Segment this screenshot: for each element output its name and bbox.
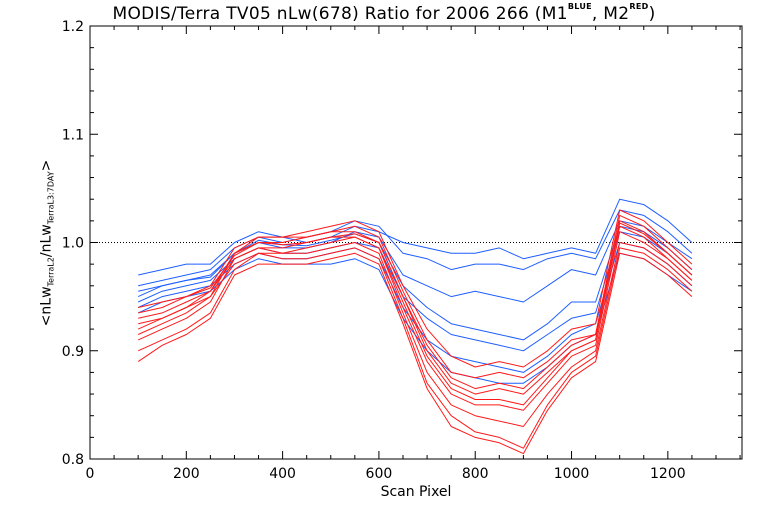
y-tick-label: 0.8	[62, 452, 84, 468]
title-mid: , M2	[591, 4, 630, 24]
title-m1-annotation: BLUE	[567, 2, 592, 11]
series-line-16	[138, 222, 693, 390]
series-line-9	[137, 231, 693, 411]
x-tick-label: 600	[366, 466, 393, 482]
series-line-14	[137, 252, 693, 455]
series-line-15	[138, 225, 693, 406]
chart-title: MODIS/Terra TV05 nLw(678) Ratio for 2006…	[0, 2, 768, 24]
x-tick-label: 1000	[554, 466, 590, 482]
y-tick-label: 1.0	[62, 236, 84, 252]
x-tick-label: 800	[462, 466, 489, 482]
title-m2-annotation: RED	[629, 2, 649, 11]
series-line-2	[138, 209, 693, 287]
series-line-1	[138, 198, 693, 276]
y-label-sub1: TerraL2	[46, 257, 56, 287]
x-tick-label: 200	[173, 466, 200, 482]
y-label-part1: <nLw	[38, 286, 55, 327]
series-line-7	[138, 225, 693, 341]
x-tick-label: 400	[269, 466, 296, 482]
x-axis-label: Scan Pixel	[380, 484, 452, 500]
series-line-12	[137, 247, 693, 449]
x-tick-label: 0	[86, 466, 95, 482]
y-axis-label: <nLwTerraL2/nLwTerraL3:7DAY>	[39, 160, 56, 327]
y-tick-label: 1.2	[62, 19, 84, 35]
y-label-part3: >	[38, 159, 55, 172]
y-tick-label: 1.1	[62, 127, 84, 143]
series-line-13	[138, 209, 693, 368]
y-tick-label: 0.9	[62, 344, 84, 360]
title-main: MODIS/Terra TV05 nLw(678) Ratio for 2006…	[112, 4, 568, 24]
x-tick-label: 1200	[650, 466, 686, 482]
y-label-part2: /nLw	[38, 224, 55, 258]
y-label-sub2: TerraL3:7DAY	[46, 171, 56, 225]
title-end: )	[648, 4, 656, 24]
series-line-10	[137, 242, 693, 427]
